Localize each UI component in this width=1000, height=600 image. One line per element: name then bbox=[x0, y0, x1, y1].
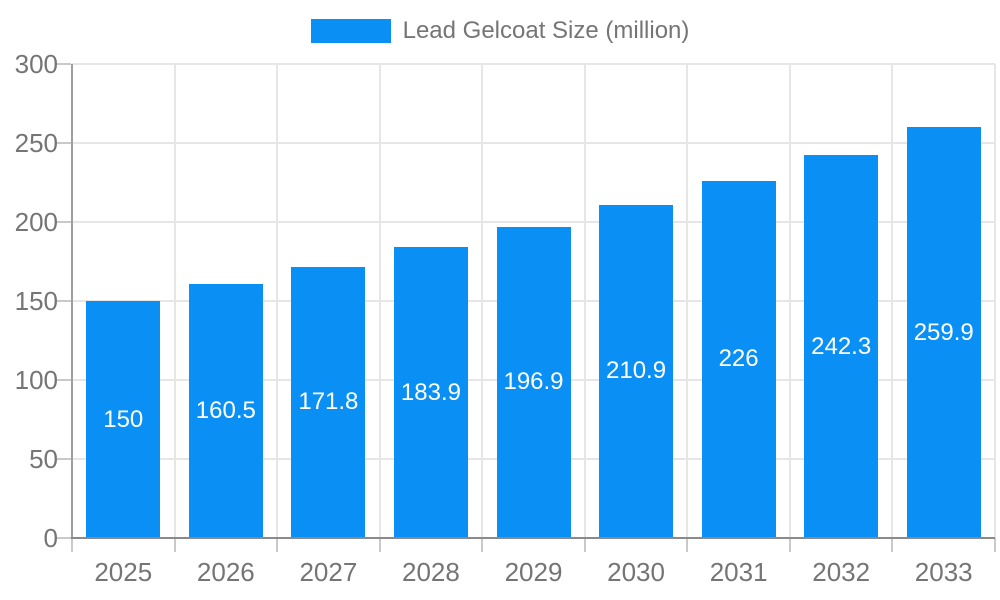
gridline-horizontal bbox=[72, 63, 995, 65]
x-axis-tick bbox=[891, 538, 894, 552]
gridline-vertical bbox=[481, 64, 484, 538]
gridline-vertical bbox=[788, 64, 791, 538]
x-axis-tick bbox=[173, 538, 176, 552]
bar-value-label: 210.9 bbox=[606, 357, 667, 385]
x-axis-line bbox=[71, 537, 995, 539]
bar-value-label: 196.9 bbox=[503, 368, 564, 396]
x-axis-tick bbox=[788, 538, 791, 552]
legend-swatch bbox=[310, 19, 391, 43]
bar-value-label: 171.8 bbox=[298, 388, 359, 416]
bar-value-label: 160.5 bbox=[195, 397, 256, 425]
y-axis-tick bbox=[57, 221, 71, 223]
bar-2030: 210.9 bbox=[599, 204, 674, 538]
y-axis-tick-label: 50 bbox=[29, 444, 58, 474]
x-axis-category-label: 2028 bbox=[402, 557, 460, 587]
y-axis-line bbox=[71, 64, 73, 538]
bar-value-label: 259.9 bbox=[913, 318, 974, 346]
gridline-vertical bbox=[378, 64, 381, 538]
x-axis-tick bbox=[686, 538, 689, 552]
gridline-vertical bbox=[583, 64, 586, 538]
bar-2027: 171.8 bbox=[291, 266, 366, 538]
bar-2026: 160.5 bbox=[188, 284, 263, 538]
bar-2033: 259.9 bbox=[906, 127, 981, 538]
x-axis-tick bbox=[276, 538, 279, 552]
x-axis-category-label: 2025 bbox=[94, 557, 153, 587]
x-axis-category-label: 2027 bbox=[299, 557, 358, 587]
x-axis-category-label: 2026 bbox=[196, 557, 255, 587]
x-axis-category-label: 2030 bbox=[607, 557, 665, 587]
legend: Lead Gelcoat Size (million) bbox=[0, 17, 1000, 45]
bar-2025: 150 bbox=[86, 301, 161, 538]
gridline-vertical bbox=[994, 64, 996, 538]
bar-2031: 226 bbox=[701, 180, 776, 538]
x-axis-tick bbox=[378, 538, 381, 552]
x-axis-category-label: 2033 bbox=[914, 557, 973, 587]
gridline-vertical bbox=[276, 64, 279, 538]
bar-value-label: 226 bbox=[718, 345, 759, 373]
x-axis-category-label: 2031 bbox=[709, 557, 768, 587]
bar-value-label: 183.9 bbox=[400, 378, 461, 406]
x-axis-category-label: 2032 bbox=[812, 557, 871, 587]
x-axis-tick bbox=[481, 538, 484, 552]
bar-2029: 196.9 bbox=[496, 226, 571, 538]
y-axis-tick-label: 200 bbox=[14, 207, 58, 237]
bar-2032: 242.3 bbox=[804, 155, 879, 538]
gridline-horizontal bbox=[72, 142, 995, 144]
y-axis-tick bbox=[57, 142, 71, 144]
gridline-vertical bbox=[173, 64, 176, 538]
y-axis-tick bbox=[57, 63, 71, 65]
gridline-horizontal bbox=[72, 221, 995, 223]
y-axis-tick bbox=[57, 537, 71, 539]
x-axis-tick bbox=[583, 538, 586, 552]
y-axis-tick-label: 100 bbox=[14, 365, 58, 395]
x-axis-category-label: 2029 bbox=[504, 557, 563, 587]
y-axis-tick-label: 150 bbox=[14, 286, 58, 316]
bar-value-label: 150 bbox=[103, 405, 144, 433]
legend-label: Lead Gelcoat Size (million) bbox=[402, 17, 690, 44]
gridline-vertical bbox=[891, 64, 894, 538]
x-axis-tick bbox=[994, 538, 996, 552]
y-axis-tick-label: 300 bbox=[14, 49, 58, 79]
y-axis-tick bbox=[57, 458, 71, 460]
plot-area: 150 160.5 171.8 183.9 196.9 210.9 226 242.3 259.… bbox=[57, 63, 996, 552]
bar-value-label: 242.3 bbox=[811, 332, 872, 360]
y-axis-tick-label: 0 bbox=[43, 523, 58, 553]
y-axis-tick bbox=[57, 300, 71, 302]
y-axis-tick-label: 250 bbox=[14, 128, 58, 158]
bar-2028: 183.9 bbox=[393, 247, 468, 538]
x-axis-tick bbox=[71, 538, 73, 552]
gridline-vertical bbox=[686, 64, 689, 538]
y-axis-tick bbox=[57, 379, 71, 381]
